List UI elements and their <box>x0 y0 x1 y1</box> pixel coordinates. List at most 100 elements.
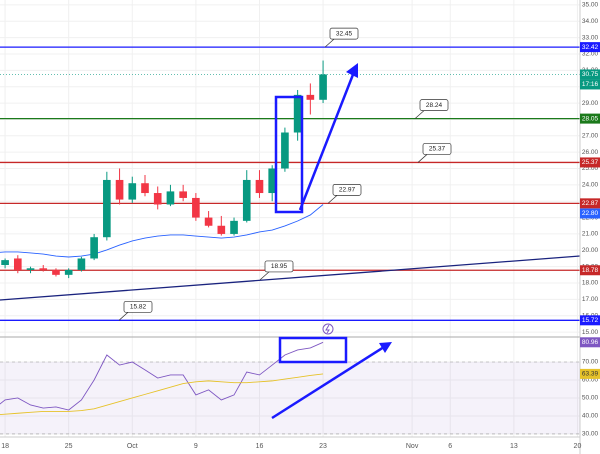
candle-body <box>319 74 327 100</box>
countdown-tag <box>580 79 600 90</box>
x-tick-label: 25 <box>65 443 73 450</box>
candle-body <box>52 269 60 275</box>
x-tick-label: Nov <box>406 443 419 450</box>
price-tag <box>580 337 600 348</box>
y-tick-label: 26.00 <box>582 149 599 156</box>
candle-body <box>128 183 137 200</box>
price-tag <box>580 113 600 124</box>
x-tick-label: Oct <box>127 443 138 450</box>
candle-body <box>103 179 111 238</box>
y-tick-label: 34.00 <box>582 18 599 25</box>
candle-body <box>281 132 289 169</box>
x-tick-label: 9 <box>194 443 198 450</box>
callout-box <box>422 143 452 155</box>
rsi-line <box>0 373 324 415</box>
x-tick-label: 23 <box>319 443 327 450</box>
candle-body <box>306 94 315 100</box>
x-tick-label: 18 <box>1 443 9 450</box>
arrow-head <box>379 342 392 353</box>
candle-body <box>64 269 73 275</box>
y-tick-label: 24.00 <box>582 182 599 189</box>
callout-leader <box>417 154 428 163</box>
callout-box <box>419 99 449 111</box>
event-icon <box>322 323 334 335</box>
rsi-line <box>0 341 324 411</box>
candle-body <box>268 168 277 194</box>
y-tick-label: 21.00 <box>582 231 599 238</box>
candle-body <box>204 217 213 226</box>
y-tick-label: 30.00 <box>582 431 599 438</box>
arrow-head <box>346 63 358 78</box>
price-tag-label: 28.05 <box>582 115 599 122</box>
countdown-label: 17:16 <box>582 81 599 88</box>
candle-body <box>90 237 98 259</box>
callout-leader <box>324 38 335 48</box>
candle-body <box>1 260 9 266</box>
price-tag-label: 63.39 <box>582 371 599 378</box>
y-tick-label: 29.00 <box>582 100 599 107</box>
callout-label: 15.82 <box>130 304 147 311</box>
price-tag-label: 18.78 <box>582 267 599 274</box>
candle-body <box>77 258 86 270</box>
candle-body <box>293 94 302 133</box>
candle-body <box>179 191 187 198</box>
rsi-band <box>0 362 580 434</box>
price-tag-label: 22.87 <box>582 200 599 207</box>
price-tag <box>580 208 600 219</box>
price-tag <box>580 265 600 276</box>
x-tick-label: 20 <box>574 443 582 450</box>
candle-body <box>230 220 238 234</box>
price-tag-label: 80.96 <box>582 339 599 346</box>
y-tick-label: 20.00 <box>582 247 599 254</box>
callout-leader <box>327 195 338 204</box>
candle-body <box>13 258 22 270</box>
price-tag <box>580 42 600 53</box>
price-tag-label: 30.75 <box>582 71 599 78</box>
callout-box <box>264 260 294 273</box>
callout-label: 28.24 <box>426 102 443 109</box>
y-tick-label: 27.00 <box>582 133 599 140</box>
price-tag-label: 15.72 <box>582 317 599 324</box>
callout-label: 32.45 <box>336 30 353 37</box>
y-tick-label: 32.00 <box>582 51 599 58</box>
candle-body <box>39 268 48 270</box>
y-tick-label: 33.00 <box>582 34 599 41</box>
callout-leader <box>259 271 270 281</box>
y-tick-label: 15.00 <box>582 329 599 336</box>
price-tag-label: 22.80 <box>582 210 599 217</box>
callout-leader <box>118 312 129 321</box>
y-tick-label: 70.00 <box>582 359 599 366</box>
trend-line <box>0 255 581 301</box>
trend-arrow <box>298 71 356 211</box>
candle-body <box>153 193 162 205</box>
y-tick-label: 60.00 <box>582 377 599 384</box>
y-tick-label: 35.00 <box>582 2 599 9</box>
y-tick-label: 17.00 <box>582 296 599 303</box>
y-tick-label: 25.00 <box>582 165 599 172</box>
price-tag <box>580 157 600 168</box>
candle-body <box>115 179 124 200</box>
rsi-highlight-box <box>278 336 348 364</box>
moving-average <box>0 204 324 258</box>
y-tick-label: 40.00 <box>582 413 599 420</box>
y-tick-label: 18.00 <box>582 280 599 287</box>
candle-body <box>255 179 264 194</box>
callout-box <box>329 27 359 40</box>
x-tick-label: 13 <box>510 443 518 450</box>
price-tag <box>580 368 600 379</box>
plot-layer: 32.45 28.24 25.37 22.97 15.82 18.95 <box>0 0 581 437</box>
candle-body <box>141 183 149 194</box>
x-tick-label: 6 <box>448 443 452 450</box>
candle-body <box>192 197 200 218</box>
highlight-box <box>274 95 304 214</box>
price-tag <box>580 198 600 209</box>
candle-body <box>166 191 175 205</box>
candle-body <box>242 179 251 221</box>
price-tag-label: 32.42 <box>582 44 599 51</box>
x-tick-label: 16 <box>256 443 264 450</box>
y-tick-label: 50.00 <box>582 395 599 402</box>
callout-leader <box>414 110 425 119</box>
callout-label: 18.95 <box>271 263 288 270</box>
